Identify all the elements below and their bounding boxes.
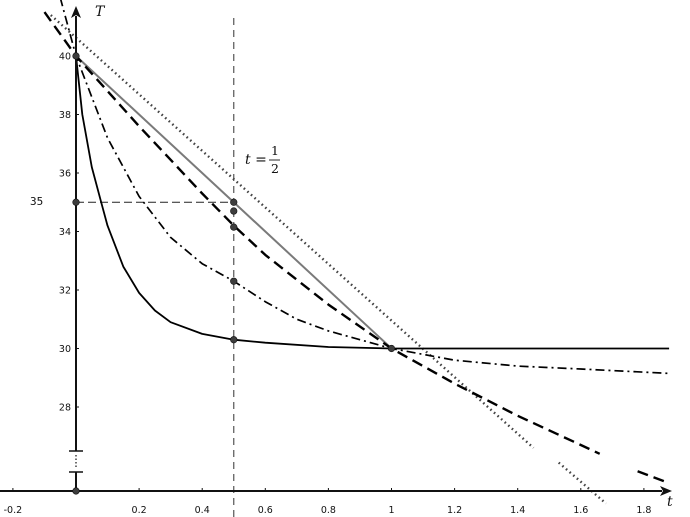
labels-layer: T t t = 1 2 35 -0.2 0.2 0.4 0.6 0.8 1 1.2 1.4 1.…	[4, 4, 673, 516]
x-tick-label-3: 0.6	[258, 505, 273, 516]
x-tick-label-9: 1.8	[636, 505, 651, 516]
series-layer	[43, 0, 670, 517]
data-point-3	[230, 198, 238, 206]
series-line-dashed-4	[637, 470, 670, 485]
points-layer	[72, 52, 396, 495]
y-tick-label-2: 32	[59, 286, 71, 297]
data-point-0	[72, 52, 80, 60]
y-tick-label-6: 40	[59, 52, 71, 63]
x-tick-label-6: 1.2	[447, 505, 462, 516]
x-tick-label-7: 1.4	[510, 505, 525, 516]
series-line-dash-dot-5	[59, 0, 670, 375]
y-axis-label: T	[95, 4, 106, 20]
series-line-dotted-2	[557, 461, 607, 505]
y-tick-label-4: 36	[59, 169, 71, 180]
annotation-numerator: 1	[271, 143, 279, 158]
series-line-dashed-3	[43, 11, 601, 455]
x-axis-arrow	[660, 486, 672, 496]
data-point-8	[387, 344, 396, 353]
data-point-6	[230, 277, 238, 285]
series-line-solid-6	[75, 55, 670, 350]
data-point-5	[230, 223, 238, 231]
x-tick-label-1: 0.2	[132, 505, 147, 516]
highlight-label-35: 35	[30, 195, 43, 208]
x-tick-label-5: 1	[388, 505, 394, 516]
y-tick-label-1: 30	[59, 344, 71, 355]
annotation-denominator: 2	[271, 161, 279, 176]
data-point-2	[72, 487, 80, 495]
axes-layer	[0, 6, 672, 496]
y-tick-label-5: 38	[59, 110, 71, 121]
x-tick-label-2: 0.4	[195, 505, 210, 516]
y-axis-arrow	[71, 6, 81, 18]
annotation-lhs: t =	[245, 152, 267, 168]
data-point-1	[72, 198, 80, 206]
x-axis-label: t	[667, 494, 673, 510]
data-point-7	[230, 336, 238, 344]
x-tick-label-8: 1.6	[573, 505, 588, 516]
series-line-dotted-1	[49, 14, 535, 449]
data-point-4	[230, 207, 238, 215]
x-tick-label-0: -0.2	[4, 505, 23, 516]
y-tick-label-0: 28	[59, 403, 71, 414]
x-tick-label-4: 0.8	[321, 505, 336, 516]
y-tick-label-3: 34	[59, 227, 71, 238]
